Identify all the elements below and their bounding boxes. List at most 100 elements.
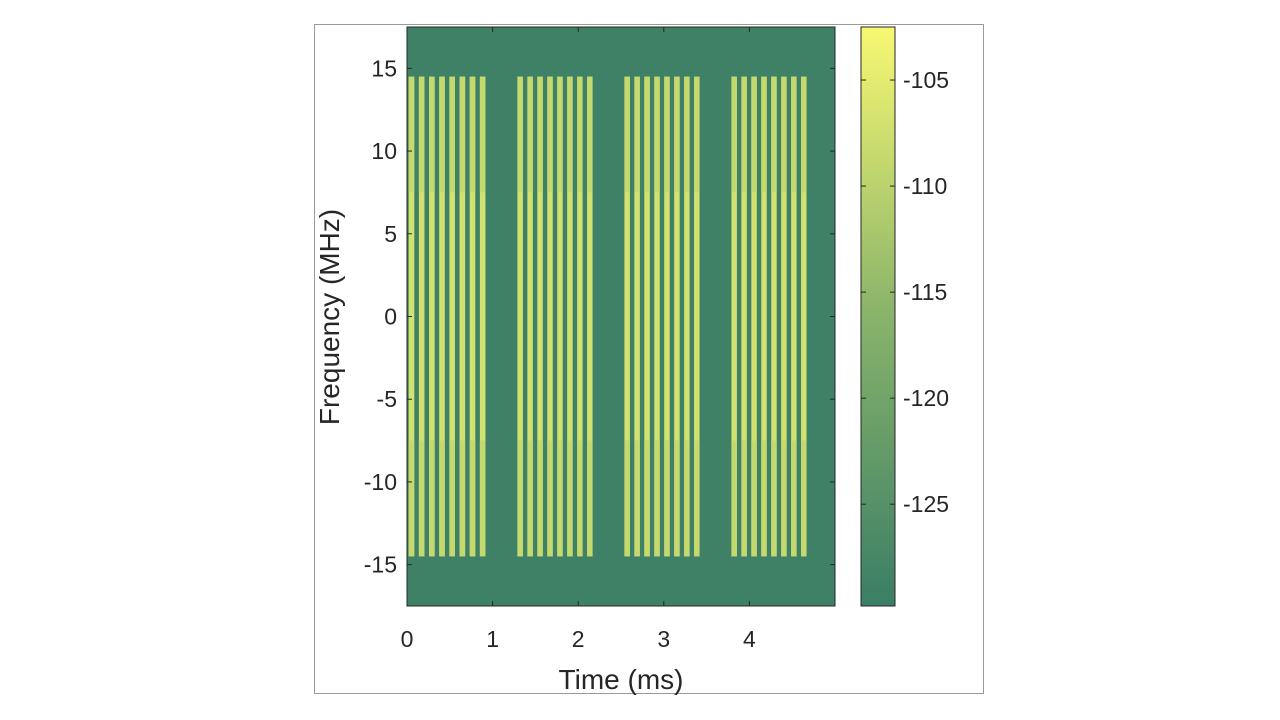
signal-pulse — [731, 76, 737, 557]
colorbar-tick-label: -125 — [903, 491, 949, 517]
signal-pulse — [469, 76, 476, 557]
signal-pulse-edge-band — [408, 440, 415, 557]
signal-pulse — [664, 76, 670, 557]
signal-pulse-edge-band — [761, 440, 767, 557]
signal-pulse-edge-band — [459, 76, 466, 193]
colorbar-tick-label: -110 — [903, 173, 947, 199]
x-tick-label: 1 — [486, 626, 499, 652]
signal-pulse-edge-band — [654, 440, 660, 557]
colorbar-scale — [860, 26, 896, 607]
signal-pulse-edge-band — [694, 76, 700, 193]
signal-pulse-edge-band — [731, 76, 737, 193]
signal-pulse-edge-band — [674, 76, 680, 193]
signal-pulse-edge-band — [684, 440, 690, 557]
y-tick-label: 10 — [371, 138, 397, 164]
signal-pulse-edge-band — [771, 440, 777, 557]
signal-pulse-edge-band — [644, 440, 650, 557]
signal-pulse-edge-band — [429, 440, 435, 557]
signal-pulse — [654, 76, 660, 557]
signal-pulse-edge-band — [587, 76, 593, 193]
signal-pulse-edge-band — [439, 440, 445, 557]
signal-pulse — [801, 76, 807, 557]
x-tick-label: 4 — [743, 626, 756, 652]
signal-pulse-edge-band — [557, 440, 563, 557]
signal-pulse-edge-band — [517, 440, 523, 557]
signal-pulse-edge-band — [479, 76, 486, 193]
signal-pulse-edge-band — [449, 440, 455, 557]
signal-pulse-edge-band — [644, 76, 650, 193]
signal-pulse-edge-band — [408, 76, 415, 193]
signal-pulse — [624, 76, 630, 557]
signal-pulse-edge-band — [557, 76, 563, 193]
signal-pulse-edge-band — [537, 76, 543, 193]
colorbar-tick-label: -115 — [903, 279, 947, 305]
signal-pulse-edge-band — [577, 440, 583, 557]
signal-pulse-edge-band — [751, 76, 757, 193]
x-tick-label: 3 — [657, 626, 670, 652]
colorbar-tick-label: -105 — [903, 67, 949, 93]
signal-pulse-edge-band — [664, 440, 670, 557]
x-tick-label: 0 — [401, 626, 414, 652]
signal-pulse-edge-band — [469, 440, 476, 557]
signal-pulse — [459, 76, 466, 557]
signal-pulse-edge-band — [429, 76, 435, 193]
signal-pulse — [439, 76, 445, 557]
signal-pulse — [517, 76, 523, 557]
y-tick-label: -10 — [364, 469, 397, 495]
spectrogram-chart: 0 1 2 3 4 15 10 5 0 -5 -10 -15 -105 -110 -115 -120 -125… — [315, 26, 949, 695]
signal-pulse-edge-band — [674, 440, 680, 557]
signal-pulse-edge-band — [781, 76, 787, 193]
signal-pulse — [547, 76, 553, 557]
signal-pulse-edge-band — [791, 440, 797, 557]
signal-pulse-edge-band — [517, 76, 523, 193]
signal-pulse — [587, 76, 593, 557]
y-tick-label: 0 — [384, 304, 397, 330]
signal-pulse-edge-band — [781, 440, 787, 557]
signal-pulse-edge-band — [741, 440, 747, 557]
signal-pulse-edge-band — [537, 440, 543, 557]
colorbar: -105 -110 -115 -120 -125 — [860, 26, 949, 607]
signal-pulse-edge-band — [731, 440, 737, 557]
figure-frame: 0 1 2 3 4 15 10 5 0 -5 -10 -15 -105 -110 -115 -120 -125… — [314, 24, 984, 695]
y-tick-label: -5 — [377, 386, 397, 412]
signal-pulse-edge-band — [469, 76, 476, 193]
signal-pulse — [537, 76, 543, 557]
signal-pulse — [479, 76, 486, 557]
signal-pulse — [791, 76, 797, 557]
signal-pulse — [684, 76, 690, 557]
y-axis-label: Frequency (MHz) — [315, 209, 345, 425]
signal-pulse — [418, 76, 425, 557]
signal-pulse-edge-band — [741, 76, 747, 193]
y-tick-label: -15 — [364, 552, 397, 578]
signal-pulse-edge-band — [567, 440, 573, 557]
signal-pulse-edge-band — [624, 440, 630, 557]
signal-pulse-edge-band — [449, 76, 455, 193]
signal-pulse — [429, 76, 435, 557]
signal-pulse — [781, 76, 787, 557]
signal-pulse-edge-band — [439, 76, 445, 193]
signal-pulse — [449, 76, 455, 557]
signal-pulse-edge-band — [567, 76, 573, 193]
signal-pulse — [761, 76, 767, 557]
signal-pulse-edge-band — [547, 76, 553, 193]
signal-pulse-edge-band — [801, 440, 807, 557]
signal-pulse-edge-band — [791, 76, 797, 193]
signal-pulse — [674, 76, 680, 557]
signal-pulse-edge-band — [418, 440, 425, 557]
signal-pulse-edge-band — [801, 76, 807, 193]
signal-pulse-edge-band — [624, 76, 630, 193]
signal-pulse-edge-band — [634, 76, 640, 193]
signal-pulse — [644, 76, 650, 557]
signal-pulse — [634, 76, 640, 557]
signal-pulse — [741, 76, 747, 557]
signal-pulse-edge-band — [664, 76, 670, 193]
signal-pulse-edge-band — [761, 76, 767, 193]
signal-pulse-edge-band — [418, 76, 425, 193]
signal-pulse-edge-band — [547, 440, 553, 557]
signal-pulse-edge-band — [751, 440, 757, 557]
y-tick-label: 5 — [384, 221, 397, 247]
signal-pulse-edge-band — [527, 440, 533, 557]
signal-pulse — [527, 76, 533, 557]
signal-pulse-edge-band — [654, 76, 660, 193]
signal-pulse-edge-band — [459, 440, 466, 557]
